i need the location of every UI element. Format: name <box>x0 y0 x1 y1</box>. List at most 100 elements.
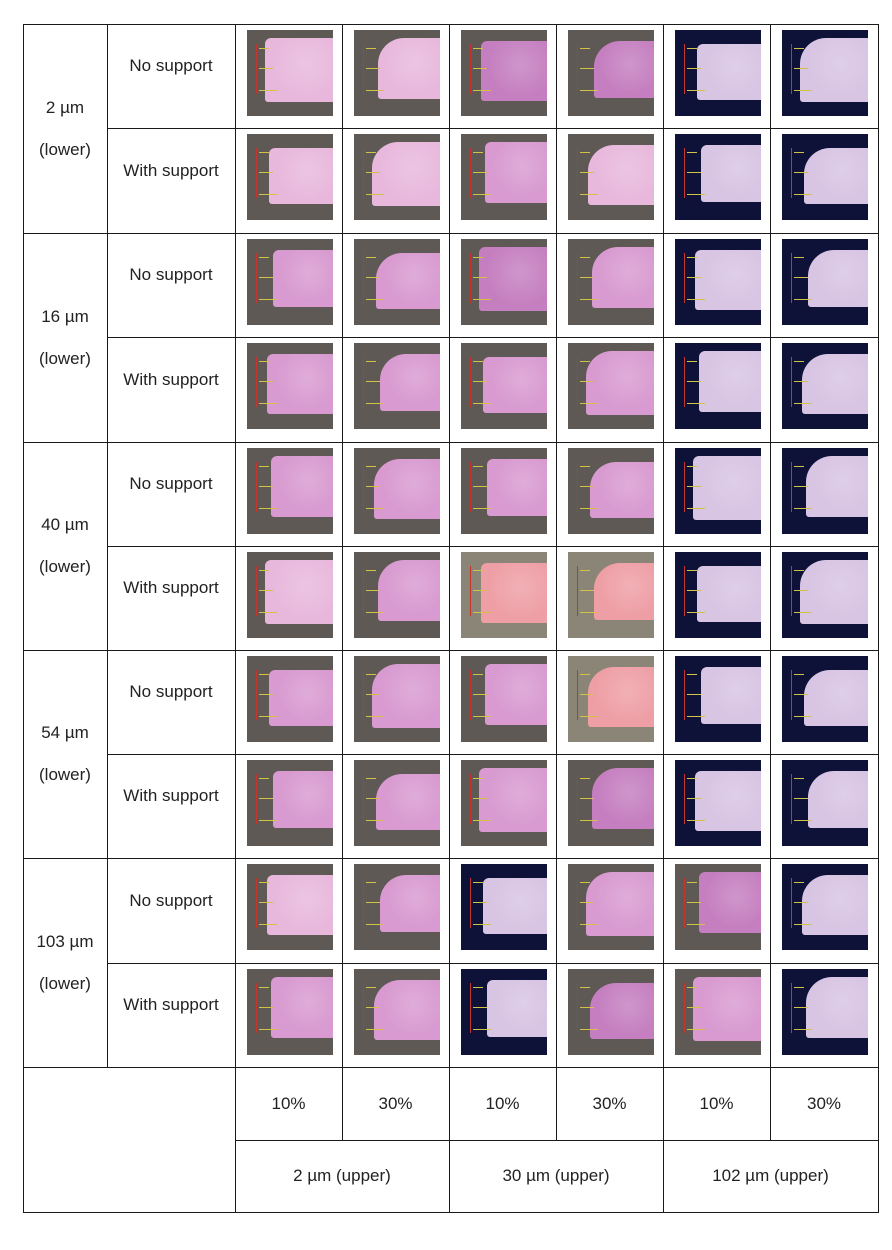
measurement-mark <box>687 1007 701 1008</box>
measurement-mark <box>473 590 487 591</box>
measurement-mark <box>580 277 594 278</box>
measurement-mark <box>259 172 273 173</box>
specimen-region <box>483 878 547 934</box>
specimen-region <box>695 250 761 310</box>
measurement-mark <box>259 612 277 613</box>
scale-ruler <box>470 357 471 407</box>
micrograph-image <box>675 656 761 742</box>
measurement-mark <box>794 486 808 487</box>
scale-ruler <box>256 774 257 824</box>
measurement-mark <box>687 924 705 925</box>
micrograph-image <box>782 969 868 1055</box>
specimen-region <box>265 38 333 102</box>
measurement-mark <box>366 1029 384 1030</box>
measurement-mark <box>687 257 697 258</box>
percentage-label: 30% <box>592 1093 627 1113</box>
specimen-region <box>693 456 761 520</box>
scale-ruler <box>684 983 685 1033</box>
specimen-region <box>701 667 761 724</box>
micrograph-image <box>354 30 440 116</box>
measurement-mark <box>473 798 487 799</box>
lower-size-label: 54 µm (lower) <box>23 650 107 858</box>
measurement-mark <box>794 466 804 467</box>
measurement-mark <box>687 612 705 613</box>
specimen-region <box>594 563 654 620</box>
measurement-mark <box>259 466 269 467</box>
measurement-mark <box>580 381 594 382</box>
grid-line <box>556 1067 557 1140</box>
scale-ruler <box>470 670 471 720</box>
measurement-mark <box>366 90 384 91</box>
specimen-region <box>808 250 868 307</box>
measurement-mark <box>473 68 487 69</box>
measurement-mark <box>580 612 598 613</box>
measurement-mark <box>366 798 380 799</box>
measurement-mark <box>687 674 697 675</box>
specimen-region <box>380 354 440 411</box>
specimen-region <box>481 563 547 623</box>
measurement-mark <box>473 486 487 487</box>
scale-ruler <box>684 566 685 616</box>
micrograph-image <box>247 552 333 638</box>
lower-size-label: 103 µm (lower) <box>23 858 107 1067</box>
measurement-mark <box>366 590 380 591</box>
micrograph-image <box>675 134 761 220</box>
lower-size-tag: (lower) <box>39 973 91 993</box>
micrograph-image <box>782 134 868 220</box>
grid-line <box>235 1140 878 1141</box>
measurement-mark <box>580 924 598 925</box>
measurement-mark <box>366 152 376 153</box>
measurement-mark <box>794 361 804 362</box>
grid-line <box>107 128 878 129</box>
specimen-region <box>372 142 440 206</box>
measurement-mark <box>794 798 808 799</box>
measurement-mark <box>687 194 705 195</box>
micrograph-image <box>568 239 654 325</box>
measurement-mark <box>473 1029 491 1030</box>
upper-size-label: 2 µm (upper) <box>293 1166 391 1185</box>
measurement-mark <box>687 90 705 91</box>
measurement-mark <box>366 466 376 467</box>
percentage-label: 30% <box>806 1093 842 1113</box>
measurement-mark <box>687 902 701 903</box>
measurement-mark <box>580 194 598 195</box>
scale-ruler <box>577 357 578 407</box>
specimen-region <box>588 667 654 727</box>
specimen-region <box>485 664 547 725</box>
scale-ruler <box>470 44 471 94</box>
condition-label: No support <box>129 56 213 75</box>
grid-line <box>107 754 878 755</box>
grid-line <box>107 24 108 1067</box>
specimen-region <box>806 456 868 517</box>
grid-line <box>663 24 664 1067</box>
measurement-mark <box>366 486 380 487</box>
measurement-mark <box>259 902 273 903</box>
measurement-mark <box>580 778 590 779</box>
micrograph-image <box>354 448 440 534</box>
measurement-mark <box>580 1029 598 1030</box>
measurement-mark <box>473 257 483 258</box>
measurement-mark <box>580 403 598 404</box>
measurement-mark <box>794 987 804 988</box>
measurement-mark <box>794 48 804 49</box>
micrograph-image <box>461 864 547 950</box>
measurement-mark <box>580 90 598 91</box>
scale-ruler <box>470 983 471 1033</box>
measurement-mark <box>580 798 594 799</box>
scale-ruler <box>363 44 364 94</box>
measurement-mark <box>259 778 269 779</box>
micrograph-image <box>247 656 333 742</box>
measurement-mark <box>580 257 590 258</box>
measurement-mark <box>794 508 812 509</box>
grid-line <box>235 24 236 1067</box>
specimen-region <box>481 41 547 101</box>
measurement-mark <box>259 882 269 883</box>
lower-size-value: 2 µm <box>45 97 85 117</box>
lower-size-value: 103 µm <box>36 931 94 951</box>
measurement-mark <box>366 194 384 195</box>
micrograph-image <box>354 239 440 325</box>
condition-label: No support <box>129 474 213 493</box>
measurement-mark <box>259 674 269 675</box>
measurement-mark <box>473 48 483 49</box>
measurement-mark <box>580 987 590 988</box>
